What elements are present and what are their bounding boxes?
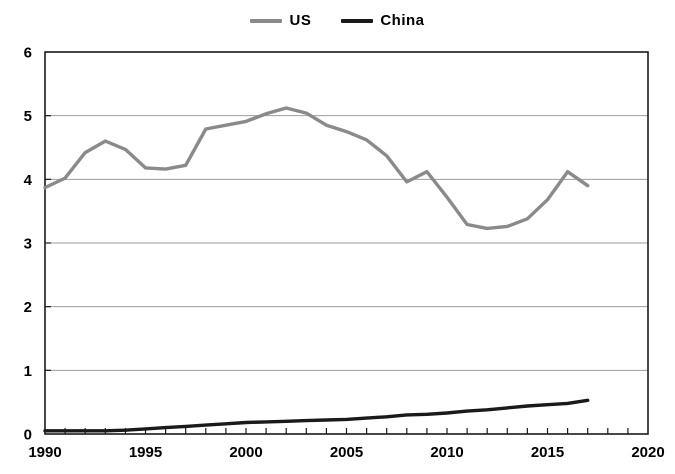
x-tick-label: 1990 (28, 444, 61, 461)
china-line (43, 398, 590, 433)
y-tick-label: 3 (24, 236, 32, 253)
y-tick-label: 6 (24, 45, 32, 62)
x-tick-label: 2015 (531, 444, 564, 461)
y-tick-label: 2 (24, 299, 32, 316)
x-tick-label: 2005 (330, 444, 363, 461)
legend-label-us: US (289, 12, 312, 29)
y-tick-label: 5 (24, 108, 32, 125)
y-tick-label: 0 (24, 427, 32, 444)
us-line-swatch (250, 18, 283, 23)
x-tick-label: 2000 (229, 444, 262, 461)
legend-item-us: US (250, 12, 311, 29)
x-tick-label: 1995 (129, 444, 162, 461)
chart-legend: US China (0, 12, 675, 29)
y-tick-label: 4 (24, 172, 33, 189)
x-tick-label: 2020 (631, 444, 664, 461)
y-tick-label: 1 (24, 363, 32, 380)
china-line-swatch (341, 18, 374, 23)
us-line (43, 106, 590, 231)
legend-label-china: China (380, 12, 425, 29)
x-tick-label: 2010 (430, 444, 463, 461)
legend-item-china: China (341, 12, 424, 29)
